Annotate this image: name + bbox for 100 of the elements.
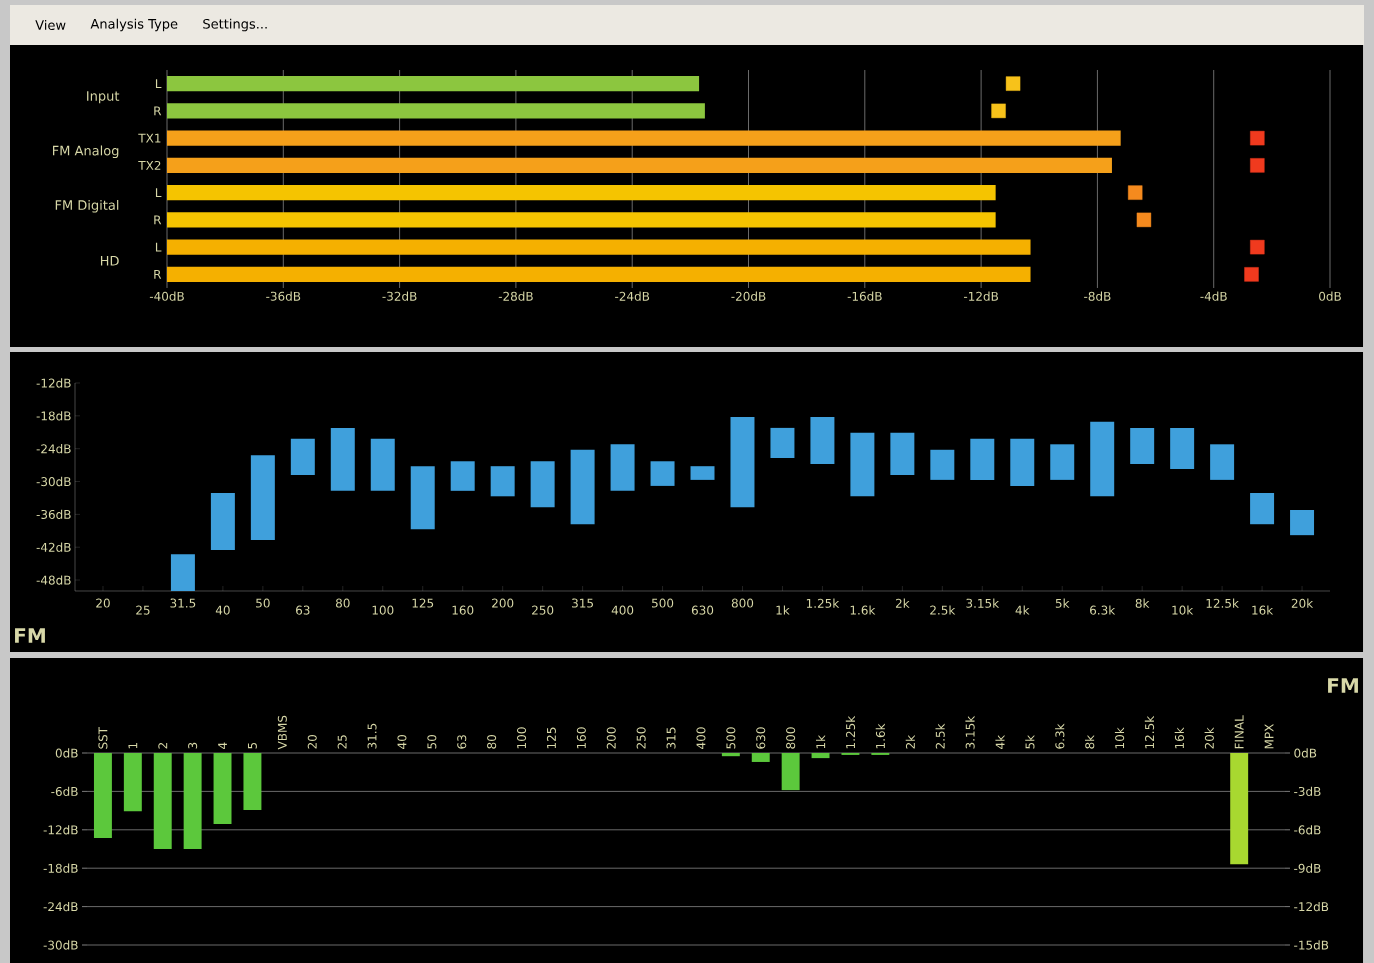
x-tick-label: 31.5 [170,598,196,608]
y-tick-label: -42dB [36,542,71,552]
x-tick-label: 20 [96,598,110,608]
bar [850,432,875,497]
text: FM [1328,678,1358,693]
x-tick-label: 5k [1055,598,1070,608]
bar [330,427,355,491]
bar [250,455,275,541]
y-tick-label: -24dB [43,901,78,912]
bar [650,461,675,486]
bar [1250,493,1275,525]
bar [890,432,915,475]
x-tick-label: 1.6k [850,605,876,615]
y-tick-label: -18dB [36,411,71,421]
x-tick-label: -16dB [847,291,882,301]
y-tick-label: L [155,79,162,88]
x-tick-label: 4k [1015,605,1030,615]
y-tick-label: -30dB [43,940,78,950]
x-tick-label: 20 [307,735,317,749]
bar [167,266,1031,282]
text: Analysis Type [90,18,178,32]
bar [167,157,1112,173]
x-tick-label: 20k [1204,727,1214,749]
x-tick-label: 630 [691,605,714,615]
y-tick-label: TX2 [138,160,161,170]
x-tick-label: 800 [731,598,754,608]
bar [167,239,1031,255]
x-tick-label: 250 [636,727,646,749]
x-tick-label: 8k [1135,598,1150,608]
point [1244,267,1259,282]
x-tick-label: 1 [128,742,138,749]
x-tick-label: 63 [457,735,467,749]
y-tick-label: R [154,269,162,279]
bar [167,184,996,201]
bar [370,438,395,491]
x-tick-label: 4 [218,742,227,749]
bar [1010,438,1035,486]
x-tick-label: -8dB [1084,291,1111,301]
point [991,103,1006,119]
bar [210,493,235,550]
y-tick-label: -12dB [43,825,78,835]
x-tick-label: 125 [412,598,434,608]
bar [410,466,435,530]
point [1128,185,1143,200]
x-tick-label: 100 [517,727,527,749]
x-tick-label: 80 [335,598,350,608]
x-tick-label: 200 [606,727,616,749]
x-tick-label: 3 [188,742,198,749]
y-tick-label: L [155,188,162,197]
x-tick-label: 0dB [1319,291,1341,301]
x-tick-label: 25 [136,605,150,615]
x-tick-label: SST [98,726,108,749]
x-tick-label: 16k [1252,605,1274,615]
x-tick-label: 1k [776,605,790,615]
text: FM Digital [55,199,119,213]
x-tick-label: 400 [611,605,634,615]
x-tick-label: 6.3k [1090,605,1116,615]
bar [167,103,705,119]
x-tick-label: 6.3k [1055,723,1065,749]
bar [167,130,1121,146]
x-tick-label: 80 [487,735,497,749]
y-tick-label: -48dB [36,575,71,585]
bar [730,416,755,508]
y2-tick-label: -12dB [1294,901,1329,912]
y2-tick-label: -9dB [1294,863,1321,873]
x-tick-label: 160 [452,605,474,615]
x-tick-label: -4dB [1200,291,1227,301]
x-tick-label: 40 [215,605,230,615]
x-tick-label: 16k [1174,727,1184,749]
bar [1090,421,1115,497]
bar [690,466,715,480]
bar [290,438,315,475]
x-tick-label: 4k [995,734,1005,749]
x-tick-label: 315 [572,598,594,608]
x-tick-label: 3.15k [966,598,1000,608]
x-tick-label: 10k [1114,727,1125,749]
x-tick-label: 5k [1025,734,1035,749]
x-tick-label: -36dB [266,291,301,301]
text: View [35,19,66,31]
x-tick-label: 2 [158,743,168,749]
y2-tick-label: -15dB [1294,940,1329,950]
x-tick-label: 1.6k [875,723,885,749]
y-tick-label: R [154,106,162,116]
x-tick-label: 10k [1172,605,1194,615]
text: Settings... [203,18,267,32]
point [1005,76,1021,91]
x-tick-label: 500 [726,727,736,749]
x-tick-label: 31.5 [367,723,377,749]
bar [610,444,635,491]
x-tick-label: 800 [786,727,796,749]
bar [167,75,700,92]
bar [1290,509,1315,536]
bar [450,461,475,491]
x-tick-label: 2.5k [930,605,956,615]
x-tick-label: 3.15k [965,715,975,749]
point [1250,158,1265,173]
y-tick-label: -12dB [36,378,71,388]
y-tick-label: -36dB [36,509,71,520]
x-tick-label: 500 [652,598,674,608]
point [1250,130,1265,146]
